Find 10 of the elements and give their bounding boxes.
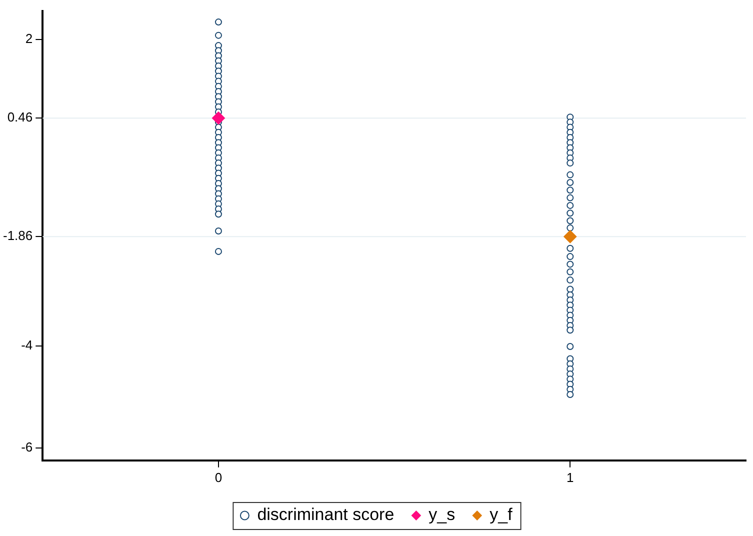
y-tick-label: -1.86 [2,228,33,244]
x-tick-label: 0 [214,470,222,485]
legend-label: y_f [490,505,513,524]
legend-label: y_s [428,505,456,524]
y-tick-label: -4 [21,338,33,353]
y-tick-label: 2 [25,30,33,46]
y-tick-label: -6 [21,440,33,455]
y-tick-label: 0.46 [7,110,33,125]
x-tick-label: 1 [566,470,574,485]
legend-label: discriminant score [257,505,394,524]
